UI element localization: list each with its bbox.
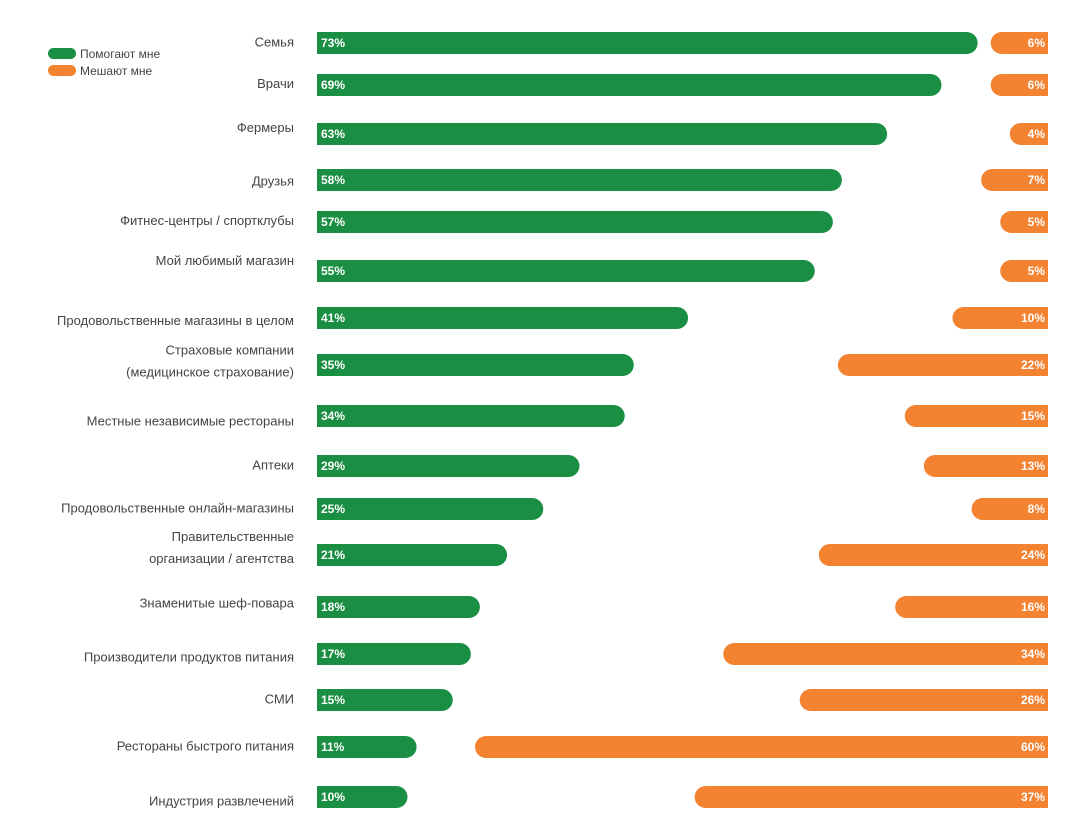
help-bar [317,544,508,566]
hinder-bar [981,169,1048,191]
help-value-label: 21% [321,548,345,562]
hinder-bar [971,498,1048,520]
help-bar [317,74,942,96]
hinder-value-label: 4% [1028,127,1046,141]
help-value-label: 41% [321,311,345,325]
hinder-value-label: 16% [1021,600,1045,614]
help-bar [317,455,580,477]
category-label: Знаменитые шеф-повара [140,596,295,611]
hinder-value-label: 34% [1021,647,1045,661]
category-label: Мой любимый магазин [156,253,294,268]
category-label: Производители продуктов питания [84,650,294,665]
hinder-value-label: 8% [1028,502,1046,516]
category-label: Друзья [252,174,294,189]
category-label: Страховые компании [166,343,294,358]
hinder-bar [1000,211,1048,233]
hinder-value-label: 22% [1021,358,1045,372]
hinder-value-label: 26% [1021,693,1045,707]
hinder-bar [952,307,1048,329]
chart-rows: Семья 73% 6% Врачи 69% 6% Фермеры 63% 4% Друзья 58… [57,32,1048,809]
legend-swatch-help [48,48,76,59]
category-label: Правительственные [172,529,294,544]
help-value-label: 69% [321,78,345,92]
category-label: Фитнес-центры / спортклубы [120,213,294,228]
hinder-bar [1000,260,1048,282]
help-value-label: 17% [321,647,345,661]
legend-label-hinder: Мешают мне [80,64,153,78]
hinder-bar [895,596,1048,618]
hinder-bar [904,405,1048,427]
help-value-label: 58% [321,173,345,187]
help-value-label: 11% [321,740,345,754]
hinder-bar [990,32,1048,54]
help-bar [317,32,978,54]
help-value-label: 73% [321,36,345,50]
category-label: Врачи [257,76,294,91]
category-label: Рестораны быстрого питания [117,739,294,754]
hinder-value-label: 60% [1021,740,1045,754]
help-value-label: 57% [321,215,345,229]
hinder-bar [1009,123,1048,146]
hinder-value-label: 24% [1021,548,1045,562]
hinder-bar [694,786,1048,808]
hinder-value-label: 13% [1021,459,1045,473]
category-label: Фермеры [237,120,294,135]
help-bar [317,498,544,520]
category-label: Семья [255,35,294,50]
help-bar [317,736,417,758]
hinder-value-label: 6% [1028,78,1046,92]
help-value-label: 34% [321,409,345,423]
category-label: Индустрия развлечений [149,794,294,809]
help-bar [317,307,689,329]
hinder-bar [923,455,1048,477]
category-label: Продовольственные онлайн-магазины [61,501,294,516]
hinder-bar [837,354,1048,376]
hinder-value-label: 15% [1021,409,1045,423]
hinder-value-label: 37% [1021,790,1045,804]
legend-label-help: Помогают мне [80,47,160,61]
category-label: СМИ [265,692,294,707]
category-label: (медицинское страхование) [126,365,294,380]
hinder-value-label: 7% [1028,173,1046,187]
hinder-value-label: 10% [1021,311,1045,325]
category-label: Продовольственные магазины в целом [57,313,294,328]
category-label: Аптеки [252,458,294,473]
legend: Помогают мне Мешают мне [48,47,160,78]
help-bar [317,596,480,618]
help-bar [317,169,842,191]
help-value-label: 55% [321,264,345,278]
help-value-label: 10% [321,790,345,804]
help-value-label: 29% [321,459,345,473]
help-bar [317,211,833,233]
help-value-label: 63% [321,127,345,141]
help-bar [317,405,625,427]
help-bar [317,260,815,282]
hinder-bar [990,74,1048,96]
hinder-bar [799,689,1048,711]
help-value-label: 18% [321,600,345,614]
help-bar [317,786,408,808]
help-value-label: 15% [321,693,345,707]
hinder-value-label: 5% [1028,215,1046,229]
help-bar [317,123,888,145]
hinder-bar [818,544,1048,566]
help-bar [317,354,634,376]
hinder-bar [475,736,1048,758]
hinder-value-label: 5% [1028,264,1046,278]
help-value-label: 35% [321,358,345,372]
hinder-value-label: 6% [1028,36,1046,50]
help-bar [317,689,453,711]
category-label: организации / агентства [149,551,295,566]
help-bar [317,643,471,665]
hinder-bar [723,643,1048,665]
legend-swatch-hinder [48,65,76,76]
category-label: Местные независимые рестораны [87,414,294,429]
help-value-label: 25% [321,502,345,516]
